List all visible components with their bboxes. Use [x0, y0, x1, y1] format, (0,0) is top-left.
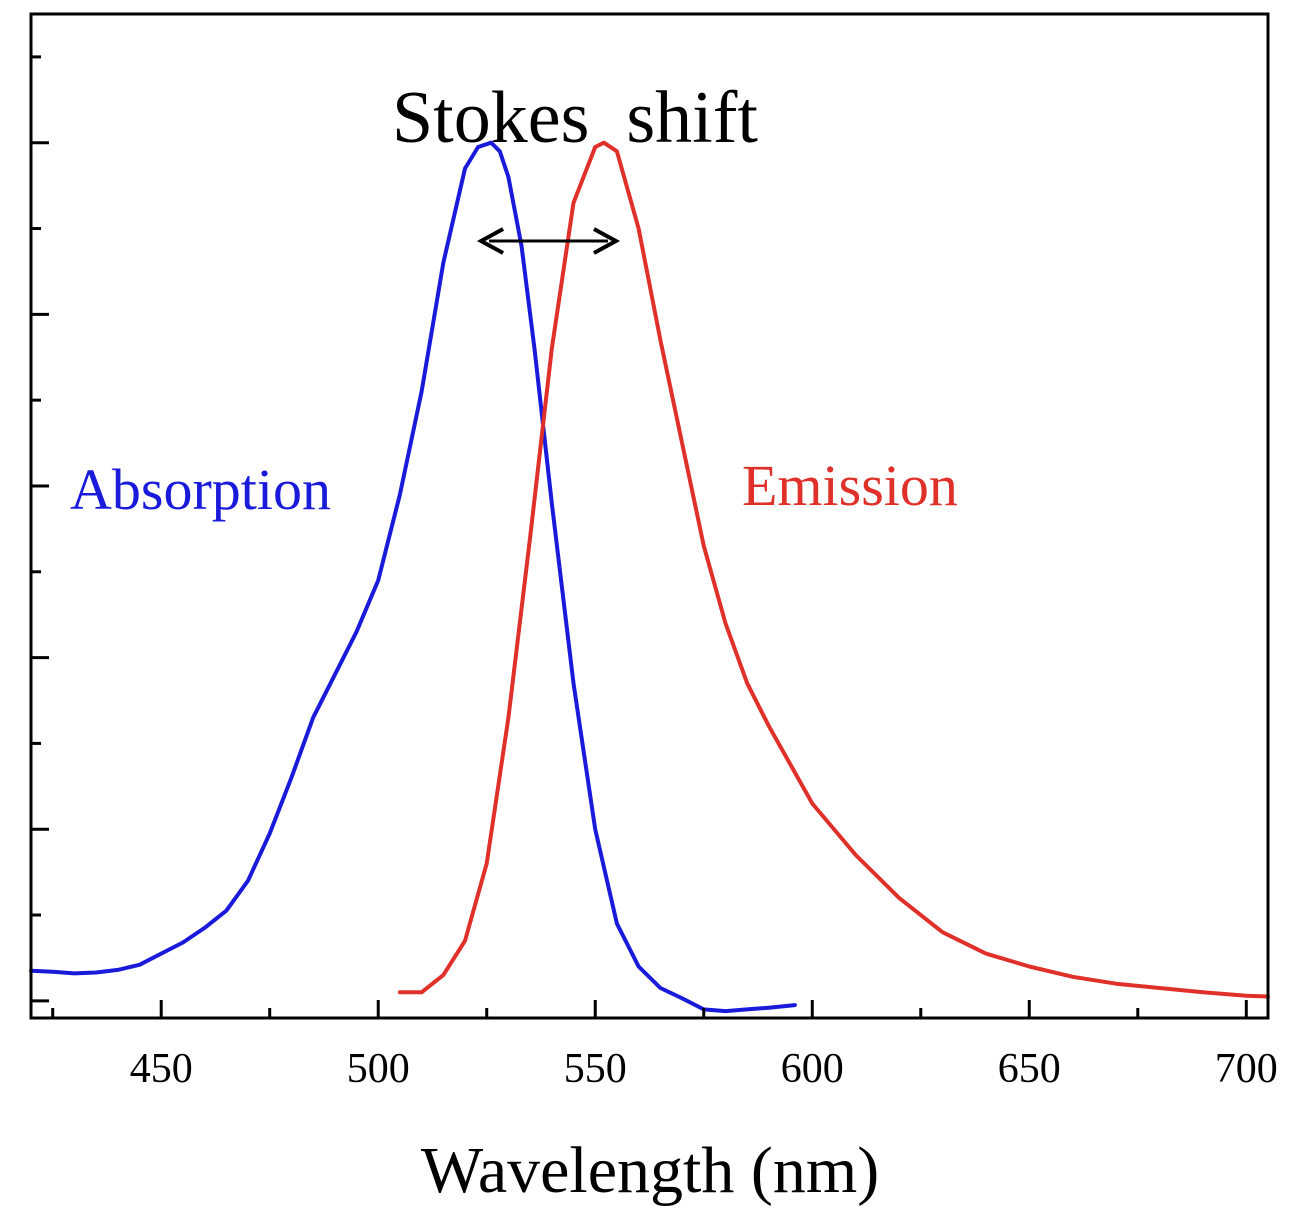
series-layer [29, 140, 1270, 1014]
stokes-arrow-head-left [476, 227, 505, 255]
stokes-shift-arrow [476, 227, 621, 255]
x-tick-label-550: 550 [564, 1046, 627, 1092]
x-tick-label-700: 700 [1215, 1046, 1278, 1092]
plot-frame [29, 12, 1270, 1020]
absorption-label: Absorption [70, 457, 331, 522]
emission-label: Emission [742, 453, 958, 518]
x-axis-tick-labels: 450 500 550 600 650 700 [130, 1046, 1278, 1092]
series-line-emission [397, 140, 1270, 999]
x-tick-label-500: 500 [347, 1046, 410, 1092]
x-tick-label-600: 600 [781, 1046, 844, 1092]
x-tick-label-650: 650 [998, 1046, 1061, 1092]
stokes-arrow-head-right [592, 227, 621, 255]
series-line-absorption [29, 140, 797, 1014]
stokes-shift-label: Stokes shift [392, 77, 758, 159]
x-tick-label-450: 450 [130, 1046, 193, 1092]
y-axis-ticks [31, 55, 49, 1003]
x-axis-title: Wavelength (nm) [421, 1134, 879, 1207]
x-axis-ticks [51, 1000, 1248, 1018]
